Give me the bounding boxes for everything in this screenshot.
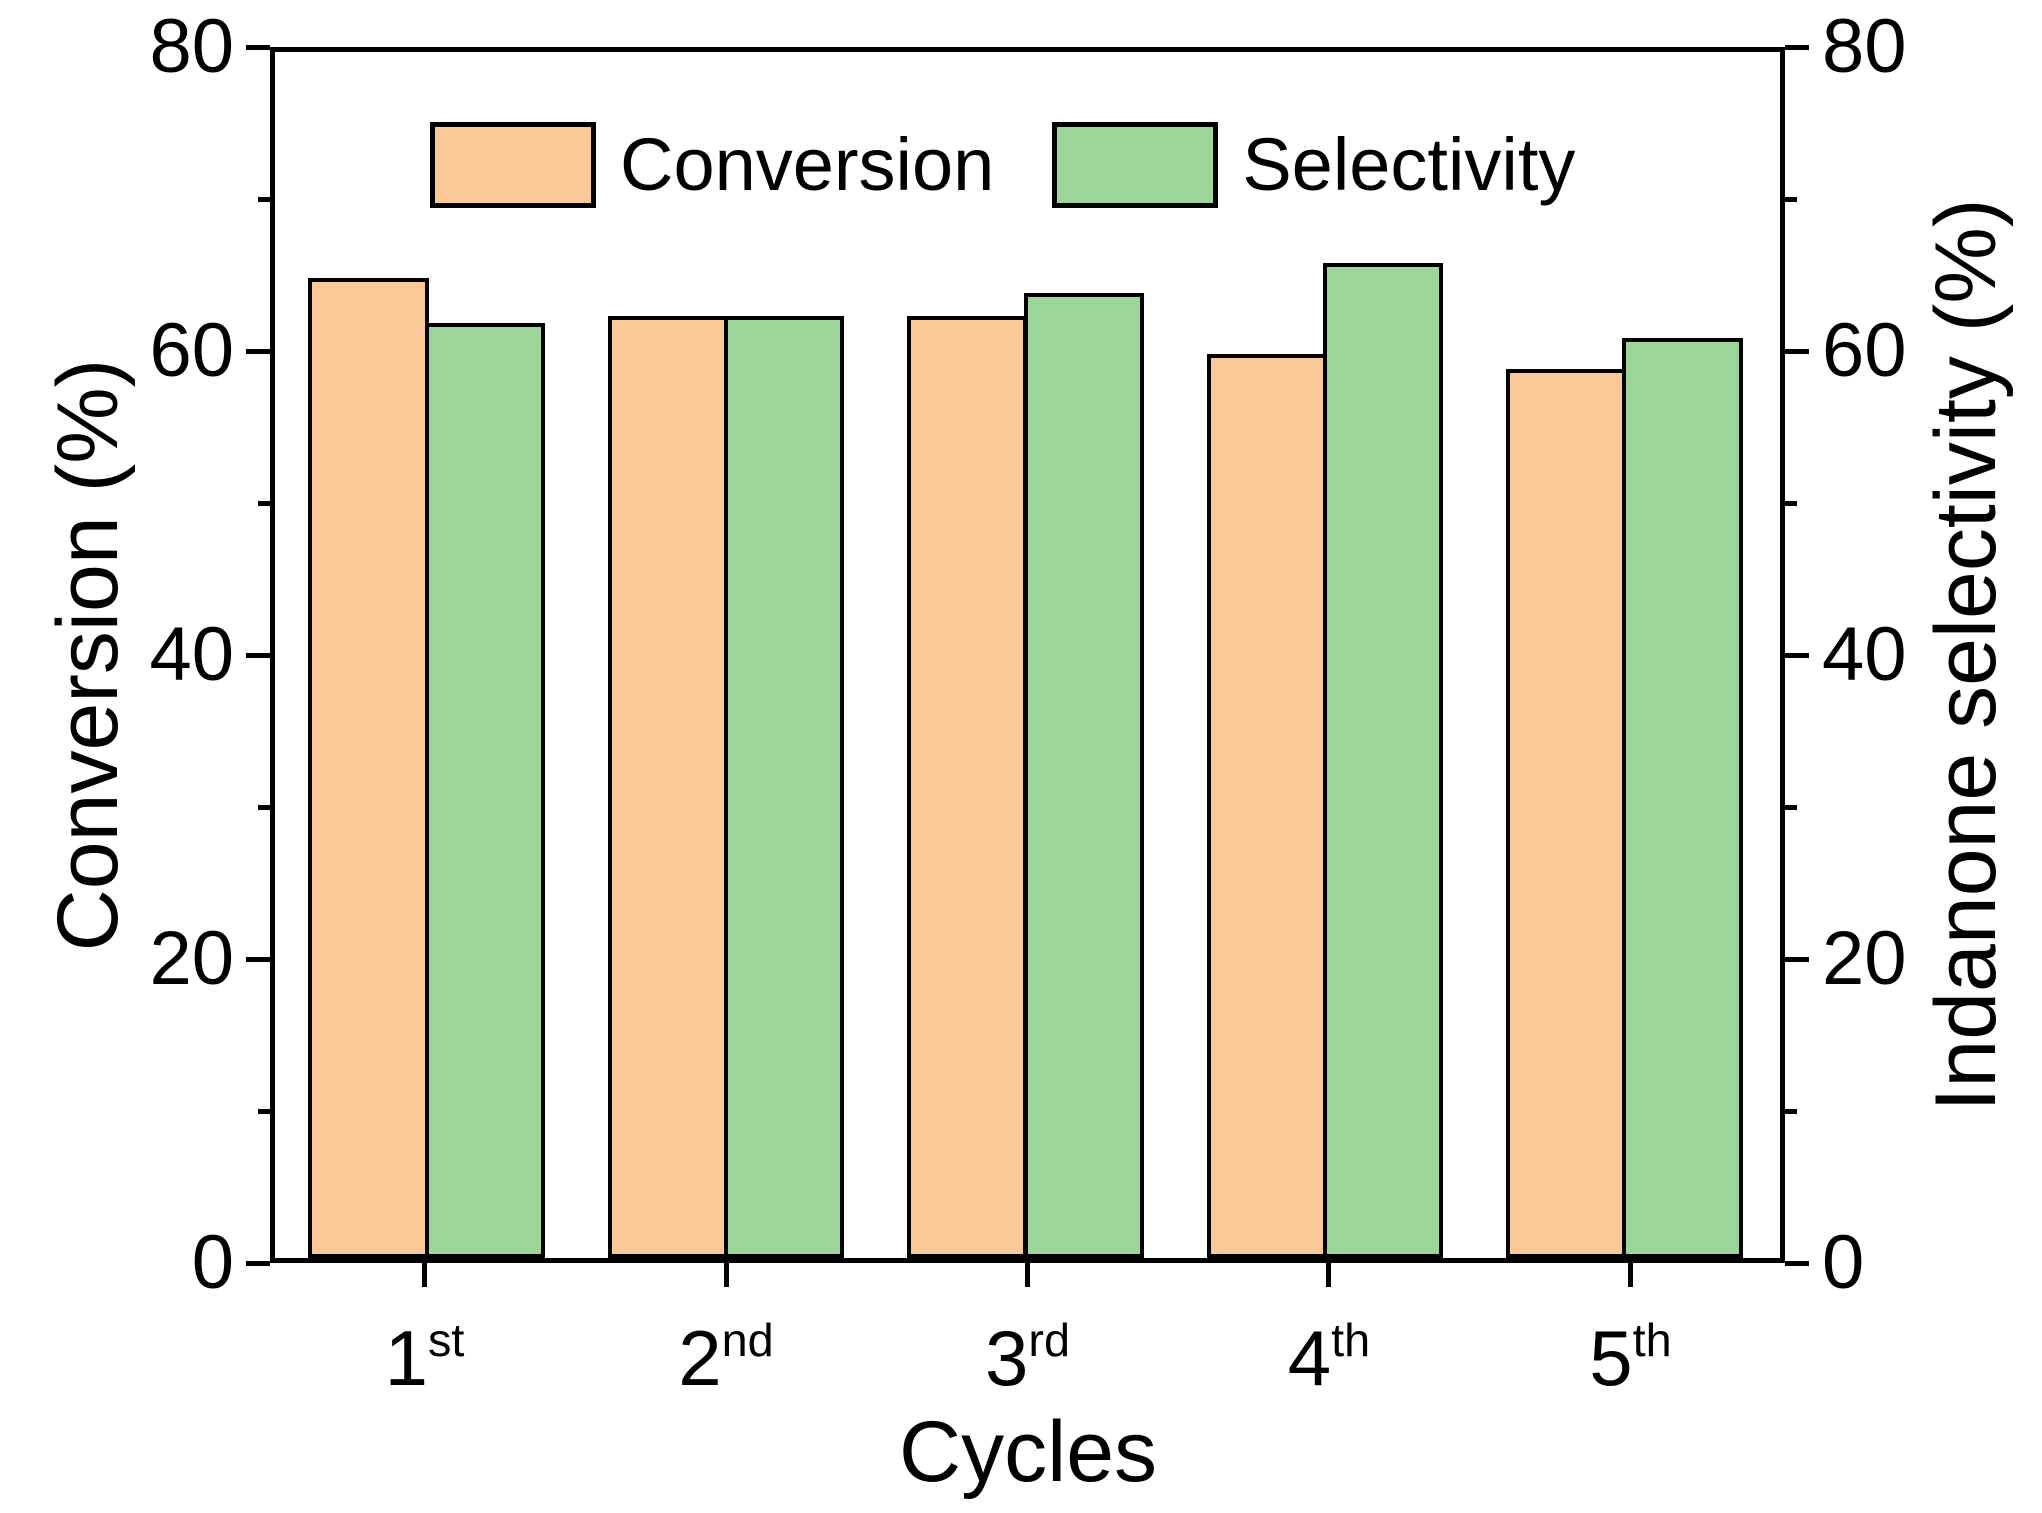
left-axis-tick-label: 40 (149, 612, 234, 697)
right-axis-tick-label: 80 (1822, 4, 1907, 89)
left-axis-tick-label: 0 (191, 1220, 234, 1305)
ordinal-suffix: st (428, 1313, 465, 1366)
left-axis-major-tick (246, 956, 270, 962)
legend-swatch-selectivity (1052, 122, 1219, 208)
right-axis-major-tick (1785, 956, 1809, 962)
legend-swatch-conversion (430, 122, 596, 208)
plot-inner (275, 52, 1780, 1258)
right-axis-tick-label: 40 (1822, 612, 1907, 697)
bar-selectivity-2nd (724, 315, 845, 1258)
legend-label-selectivity: Selectivity (1242, 123, 1576, 206)
x-axis-tick (1627, 1263, 1633, 1287)
x-axis-tick (1025, 1263, 1030, 1287)
bar-conversion-4th (1206, 353, 1327, 1258)
right-axis-tick-label: 0 (1822, 1220, 1865, 1305)
legend: Conversion Selectivity (430, 122, 1575, 208)
x-axis-tick (422, 1263, 428, 1287)
bar-conversion-5th (1506, 368, 1627, 1258)
right-axis-major-tick (1785, 348, 1809, 354)
x-axis-tick-label-4th: 4th (1287, 1313, 1371, 1402)
right-axis-tick-label: 20 (1822, 916, 1907, 1001)
left-axis-minor-tick (258, 804, 270, 810)
x-axis-title: Cycles (898, 1404, 1158, 1500)
left-axis-tick-label: 80 (149, 4, 234, 89)
right-axis-minor-tick (1785, 196, 1797, 202)
left-axis-minor-tick (258, 500, 270, 506)
bar-conversion-1st (308, 278, 429, 1258)
legend-label-conversion: Conversion (620, 123, 995, 206)
bar-conversion-3rd (907, 315, 1028, 1258)
right-axis-minor-tick (1785, 1108, 1797, 1114)
left-axis-minor-tick (258, 196, 270, 202)
left-axis-minor-tick (258, 1108, 270, 1114)
plot-area (270, 47, 1785, 1263)
left-axis-major-tick (246, 652, 270, 658)
right-axis-major-tick (1785, 652, 1809, 658)
ordinal-suffix: th (1331, 1313, 1371, 1366)
x-axis-tick-label-2nd: 2nd (678, 1313, 774, 1402)
ordinal-suffix: th (1632, 1313, 1672, 1366)
bar-selectivity-1st (424, 323, 545, 1258)
x-axis-tick-label-5th: 5th (1589, 1313, 1672, 1402)
right-axis-tick-label: 60 (1822, 308, 1907, 393)
left-axis-major-tick (246, 44, 270, 50)
left-axis-major-tick (246, 1260, 270, 1266)
x-axis-tick-label-1st: 1st (384, 1313, 465, 1402)
left-axis-tick-label: 20 (149, 916, 234, 1001)
bar-conversion-2nd (607, 315, 728, 1258)
x-axis-tick (723, 1263, 729, 1287)
ordinal-suffix: rd (1028, 1313, 1070, 1366)
ordinal-suffix: nd (721, 1313, 774, 1366)
x-axis-tick-label-3rd: 3rd (984, 1313, 1070, 1402)
right-axis-minor-tick (1785, 804, 1797, 810)
left-axis-tick-label: 60 (149, 308, 234, 393)
bar-selectivity-5th (1622, 338, 1743, 1258)
right-axis-major-tick (1785, 44, 1809, 50)
right-axis-major-tick (1785, 1260, 1809, 1266)
right-axis-minor-tick (1785, 500, 1797, 506)
left-axis-major-tick (246, 348, 270, 354)
bar-selectivity-3rd (1023, 293, 1144, 1258)
bar-selectivity-4th (1322, 263, 1444, 1258)
x-axis-tick (1326, 1263, 1332, 1287)
